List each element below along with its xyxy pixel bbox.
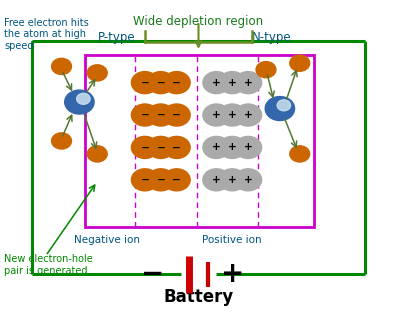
Circle shape	[163, 72, 190, 94]
Text: −: −	[172, 110, 181, 120]
Text: P-type: P-type	[98, 31, 136, 44]
Text: Positive ion: Positive ion	[202, 235, 262, 245]
Circle shape	[131, 104, 158, 126]
Text: +: +	[228, 175, 237, 185]
Circle shape	[203, 104, 230, 126]
Circle shape	[147, 136, 174, 158]
Circle shape	[163, 136, 190, 158]
Text: +: +	[212, 143, 221, 152]
Text: Negative ion: Negative ion	[74, 235, 140, 245]
Text: −: −	[156, 143, 165, 152]
Circle shape	[163, 104, 190, 126]
Text: New electron-hole
pair is generated: New electron-hole pair is generated	[4, 254, 93, 276]
Circle shape	[290, 146, 310, 162]
Text: +: +	[212, 175, 221, 185]
Circle shape	[147, 104, 174, 126]
Circle shape	[203, 136, 230, 158]
Text: +: +	[212, 78, 221, 87]
Circle shape	[219, 169, 246, 191]
Text: −: −	[172, 78, 181, 87]
Circle shape	[147, 169, 174, 191]
Circle shape	[131, 72, 158, 94]
Text: Free electron hits
the atom at high
speed: Free electron hits the atom at high spee…	[4, 18, 89, 51]
Text: −: −	[172, 143, 181, 152]
Text: −: −	[141, 78, 149, 87]
Circle shape	[77, 93, 90, 104]
Circle shape	[203, 169, 230, 191]
Text: Battery: Battery	[164, 288, 233, 306]
Circle shape	[52, 58, 71, 75]
Text: +: +	[212, 110, 221, 120]
Text: −: −	[141, 260, 164, 288]
Text: +: +	[228, 143, 237, 152]
Text: N-type: N-type	[252, 31, 292, 44]
Text: −: −	[141, 143, 149, 152]
Text: −: −	[172, 175, 181, 185]
Circle shape	[290, 55, 310, 71]
Text: Wide depletion region: Wide depletion region	[133, 15, 264, 28]
Text: −: −	[156, 78, 165, 87]
Text: −: −	[141, 110, 149, 120]
Circle shape	[256, 62, 276, 78]
Text: −: −	[156, 110, 165, 120]
Circle shape	[65, 90, 94, 114]
Text: +: +	[244, 110, 252, 120]
Text: +: +	[244, 78, 252, 87]
Text: +: +	[228, 110, 237, 120]
Circle shape	[265, 97, 295, 121]
Circle shape	[131, 169, 158, 191]
Text: +: +	[221, 260, 244, 288]
Bar	[85, 55, 314, 227]
Circle shape	[219, 136, 246, 158]
Circle shape	[87, 146, 107, 162]
Circle shape	[203, 72, 230, 94]
Circle shape	[52, 133, 71, 149]
Circle shape	[235, 104, 262, 126]
Circle shape	[235, 169, 262, 191]
Text: +: +	[244, 175, 252, 185]
Circle shape	[277, 100, 291, 111]
Text: −: −	[141, 175, 149, 185]
Circle shape	[131, 136, 158, 158]
Text: −: −	[156, 175, 165, 185]
Circle shape	[235, 72, 262, 94]
Circle shape	[235, 136, 262, 158]
Circle shape	[87, 65, 107, 81]
Text: +: +	[228, 78, 237, 87]
Circle shape	[147, 72, 174, 94]
Circle shape	[219, 72, 246, 94]
Text: +: +	[244, 143, 252, 152]
Circle shape	[219, 104, 246, 126]
Circle shape	[163, 169, 190, 191]
